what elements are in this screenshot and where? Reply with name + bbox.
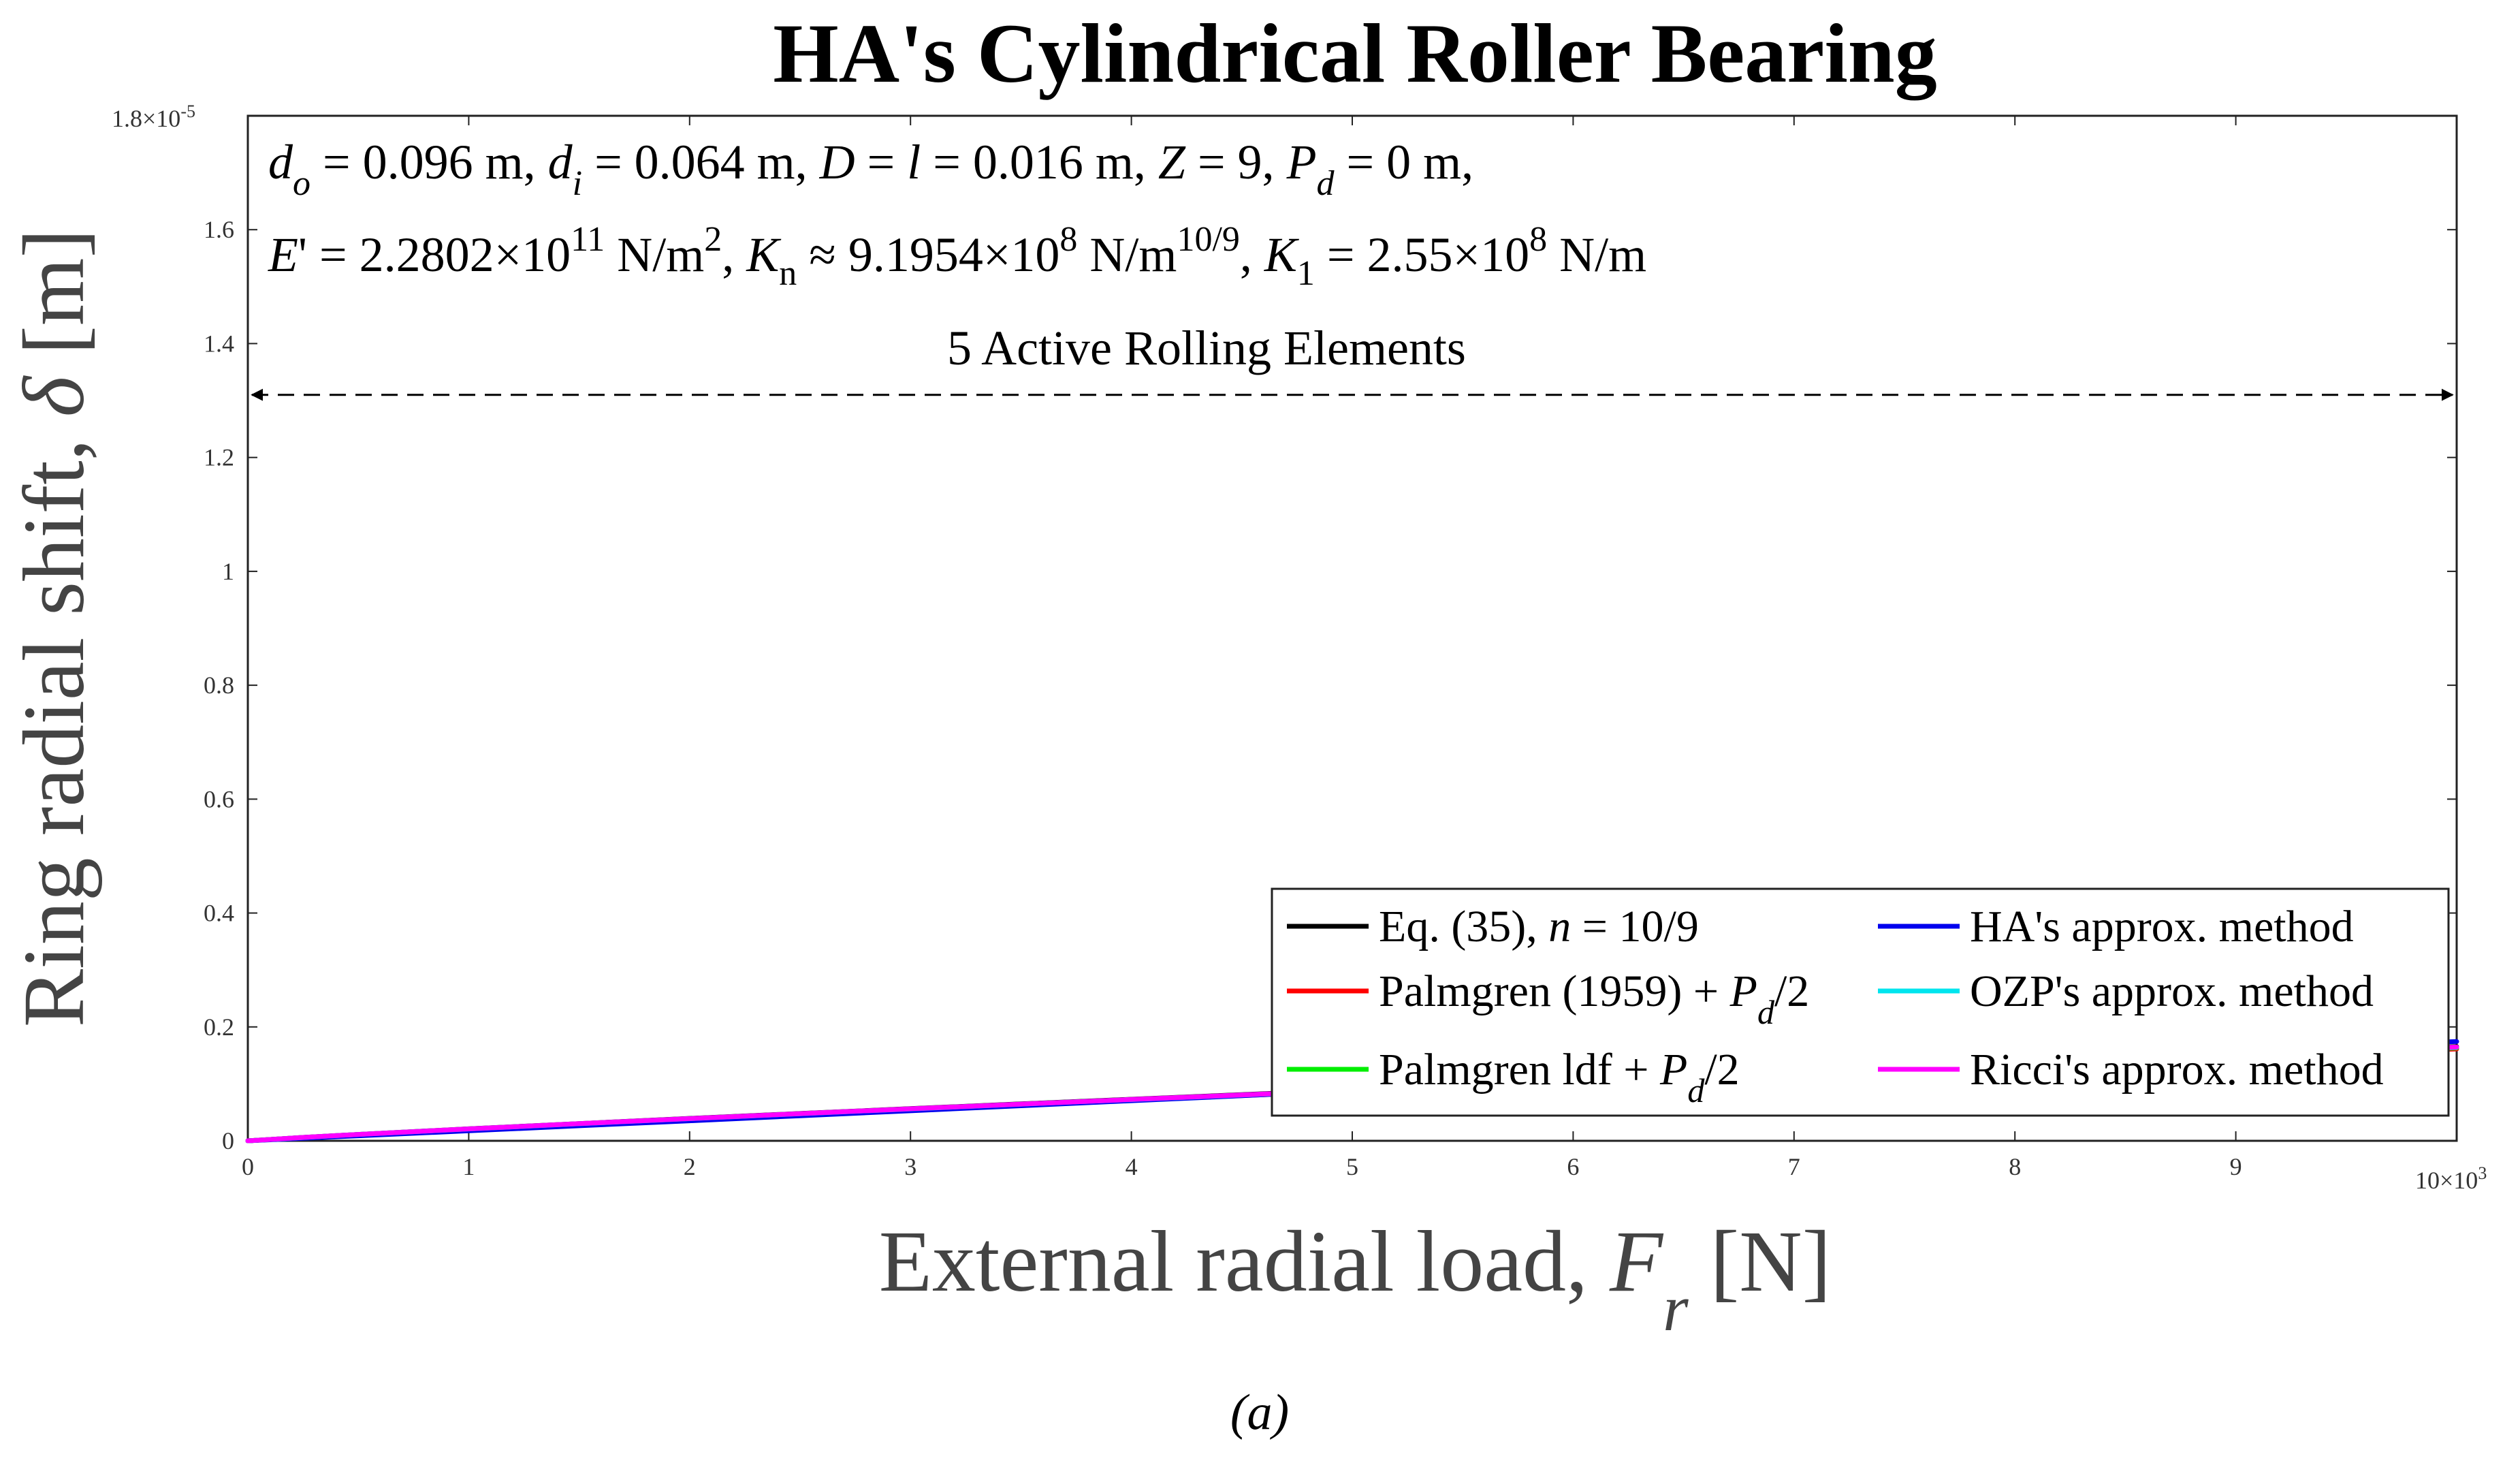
axis-ticks: 0 1 2 3 4 5 6 7 8 9 0 0.2 0.4 0.6 0.8 1 1.2 1.4 1.6 (204, 116, 2457, 1180)
annotation-line-2: E' = 2.2802×1011 N/m2, Kn ≈ 9.1954×108 N… (268, 220, 1646, 293)
y-tick-label: 0 (222, 1127, 234, 1154)
x-tick-label: 5 (1346, 1153, 1358, 1180)
y-tick-label: 0.6 (204, 785, 234, 813)
range-annotation-label: 5 Active Rolling Elements (947, 321, 1466, 375)
y-tick-label: 0.4 (204, 900, 234, 927)
legend-box (1271, 887, 2450, 1117)
y-tick-label: 0.8 (204, 672, 234, 699)
legend-entry-label: OZP's approx. method (1970, 966, 2374, 1016)
chart-title: HA's Cylindrical Roller Bearing (773, 7, 1937, 101)
legend-entry-label: Eq. (35), n = 10/9 (1379, 902, 1699, 951)
y-tick-label: 0.2 (204, 1013, 234, 1041)
x-tick-label: 8 (2009, 1153, 2021, 1180)
y-tick-label: 1 (222, 558, 234, 585)
y-tick-label: 1.2 (204, 444, 234, 471)
x-axis-label: External radial load, Fr [N] (879, 1213, 1832, 1344)
annotation-line-1: do = 0.096 m, di = 0.064 m, D = l = 0.01… (268, 135, 1473, 203)
legend: Eq. (35), n = 10/9 Palmgren (1959) + Pd/2… (1271, 887, 2450, 1117)
legend-entry-label: HA's approx. method (1970, 902, 2354, 951)
x-tick-label: 2 (684, 1153, 696, 1180)
x-multiplier: 10×103 (2415, 1163, 2487, 1194)
x-tick-label: 0 (242, 1153, 254, 1180)
y-axis-label: Ring radial shift, δ [m] (5, 229, 102, 1027)
figure-caption: (a) (1230, 1385, 1289, 1440)
x-tick-label: 7 (1788, 1153, 1800, 1180)
x-tick-label: 4 (1126, 1153, 1138, 1180)
y-multiplier: 1.8×10-5 (112, 101, 195, 132)
legend-entry-label: Palmgren (1959) + Pd/2 (1379, 966, 1809, 1031)
legend-entry-label: Ricci's approx. method (1970, 1045, 2384, 1094)
x-tick-label: 6 (1567, 1153, 1579, 1180)
x-tick-label: 3 (904, 1153, 916, 1180)
y-tick-label: 1.4 (204, 330, 234, 357)
legend-entry-label: Palmgren ldf + Pd/2 (1379, 1045, 1740, 1109)
x-tick-label: 9 (2230, 1153, 2242, 1180)
y-tick-label: 1.6 (204, 216, 234, 243)
x-tick-label: 1 (462, 1153, 475, 1180)
